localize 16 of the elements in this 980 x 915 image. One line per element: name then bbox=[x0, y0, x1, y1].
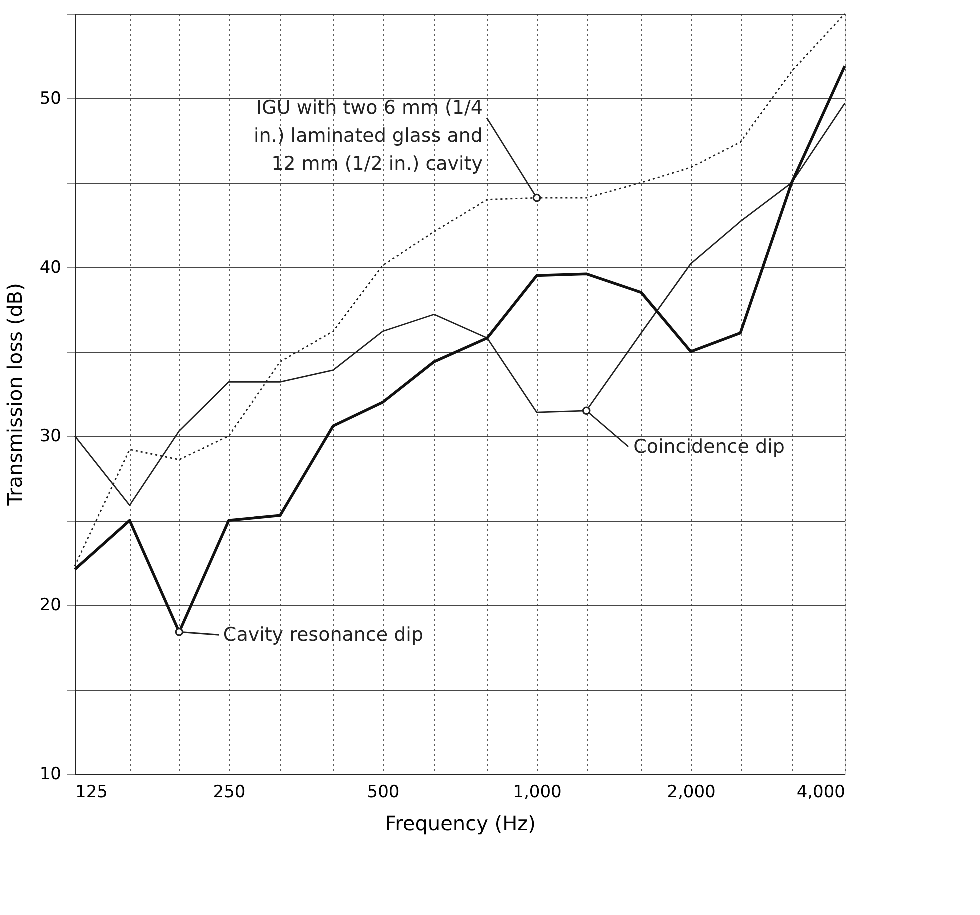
y-tick-label: 40 bbox=[40, 258, 62, 278]
y-tick-label: 30 bbox=[40, 426, 62, 447]
y-tick-label: 50 bbox=[40, 88, 62, 109]
annotation: Coincidence dip bbox=[634, 436, 785, 458]
y-tick-label: 10 bbox=[40, 764, 62, 784]
annotation: Cavity resonance dip bbox=[223, 624, 424, 646]
y-tick-label: 20 bbox=[40, 596, 62, 616]
x-tick-label: 250 bbox=[213, 782, 246, 802]
x-tick-label: 1,000 bbox=[513, 782, 562, 802]
x-tick-label: 2,000 bbox=[667, 782, 716, 802]
x-tick-label: 125 bbox=[76, 782, 108, 802]
x-tick-label: 500 bbox=[367, 782, 400, 802]
y-axis-title: Transmission loss (dB) bbox=[2, 283, 27, 507]
x-axis-title: Frequency (Hz) bbox=[385, 812, 536, 836]
annotation: IGU with two 6 mm (1/4 in.) laminated glass and 12 mm (1/2 in.) cavity bbox=[254, 97, 483, 176]
x-tick-label: 4,000 bbox=[796, 782, 846, 802]
